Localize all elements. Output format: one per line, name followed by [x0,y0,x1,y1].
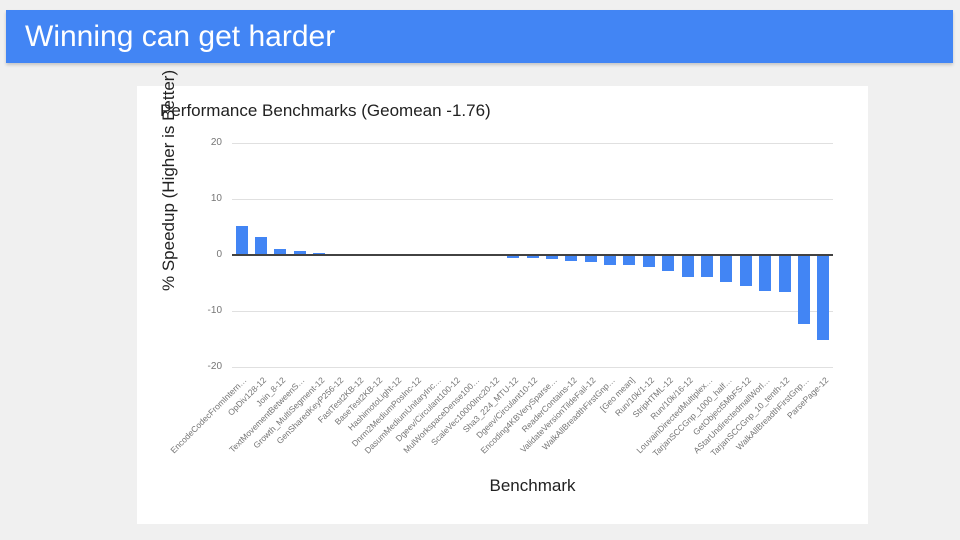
bar [507,255,520,258]
bar [759,255,772,291]
bar [739,255,752,287]
chart-title: Performance Benchmarks (Geomean -1.76) [160,101,491,120]
gridline [232,311,833,312]
gridline [232,367,833,368]
bar [255,236,268,255]
y-tick-label: 10 [210,193,222,204]
bar [662,255,675,272]
bar [623,255,636,265]
bar [797,255,810,325]
bar [526,255,539,258]
bar [235,226,248,255]
bar [681,255,694,277]
zero-axis-line [232,254,833,256]
bar [584,255,597,263]
bar [720,255,733,282]
bar [293,250,306,255]
bar [545,255,558,260]
y-tick-label: -10 [207,305,222,316]
y-tick-label: 0 [216,249,222,260]
bar [817,255,830,341]
gridline [232,143,833,144]
y-tick-label: -20 [207,361,222,372]
bar [700,255,713,278]
bar [642,255,655,268]
chart-card: Performance Benchmarks (Geomean -1.76) %… [137,70,868,524]
bar [604,255,617,265]
bar [313,252,326,255]
bar [778,255,791,292]
gridline [232,199,833,200]
bar [565,255,578,262]
slide-header: Winning can get harder [6,10,953,63]
slide-title: Winning can get harder [25,19,336,53]
y-tick-label: 20 [210,137,222,148]
bar [274,248,287,255]
x-axis-title: Benchmark [489,476,576,495]
plot-area: 20 10 0 -10 -20 EncodeCodecFromIntern… OpDiv12… [169,137,833,458]
